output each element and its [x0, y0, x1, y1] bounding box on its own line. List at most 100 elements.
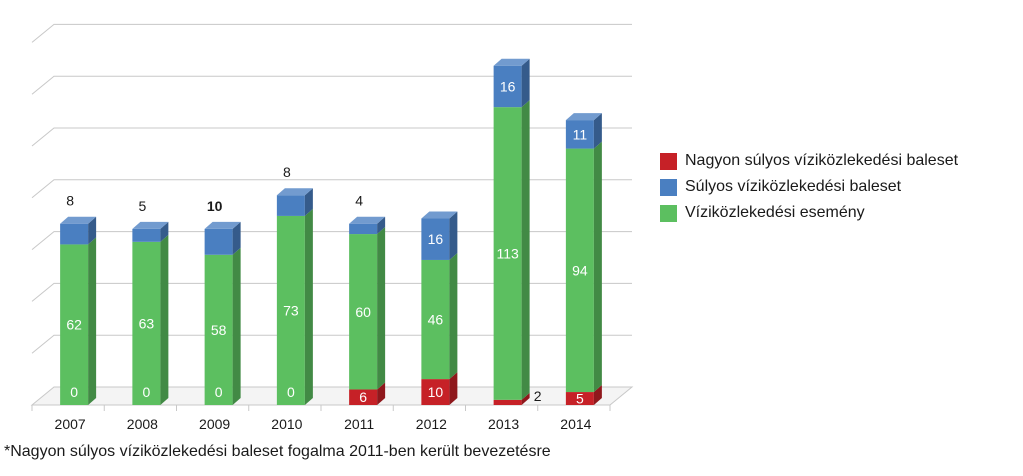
legend-label: Nagyon súlyos víziközlekedési baleset [685, 152, 959, 169]
bar-segment-green-front [349, 234, 378, 390]
bar-top [493, 58, 530, 66]
data-label-green: 60 [355, 304, 371, 320]
bar-segment-blue-side [449, 211, 458, 260]
data-label-green: 46 [428, 312, 444, 328]
legend-item-serious: Súlyos víziközlekedési baleset [660, 174, 958, 200]
bar-top [349, 216, 386, 224]
gridline [31, 75, 632, 95]
bar-segment-green-front [132, 241, 161, 405]
data-label-blue: 5 [138, 198, 146, 214]
bar-segment-blue-front [132, 228, 161, 242]
data-label-green-zero: 0 [142, 384, 150, 400]
bar-segment-blue-side [160, 221, 169, 242]
bar-segment-red-front [421, 379, 450, 405]
bar-segment-red-side [593, 385, 602, 405]
data-label-blue: 11 [573, 126, 588, 142]
gridline [31, 231, 632, 250]
x-tick-label: 2007 [55, 416, 86, 432]
x-tick-label: 2010 [271, 416, 302, 432]
bar-segment-red-front [493, 399, 522, 405]
bar-segment-green-front [421, 259, 450, 380]
gridline [31, 127, 632, 147]
gridline [31, 23, 632, 43]
legend-label: Víziközlekedési esemény [685, 204, 865, 221]
legend: Nagyon súlyos víziközlekedési baleset Sú… [660, 148, 958, 226]
bar-top [276, 188, 313, 196]
data-label-green-zero: 0 [70, 384, 78, 400]
gridline [31, 179, 632, 199]
bar-segment-blue-side [521, 58, 530, 108]
bar-top [132, 221, 169, 229]
stacked-bar-chart: 0 62 8 2007 0 63 5 2008 0 58 10 2009 0 73 8 2010 6 60 4 201… [30, 23, 634, 432]
bar-segment-blue-front [421, 218, 450, 260]
data-label-red: 5 [576, 391, 584, 407]
legend-swatch-red [660, 152, 677, 170]
bar-segment-green-front [565, 148, 594, 393]
gridline [31, 282, 632, 302]
bar-segment-green-front [60, 244, 89, 405]
x-tick-label: 2014 [560, 416, 591, 432]
bar-segment-green-side [521, 100, 530, 400]
data-label-green: 62 [66, 317, 82, 333]
x-tick-label: 2013 [488, 416, 519, 432]
data-label-green: 63 [139, 315, 155, 331]
x-tick-label: 2012 [416, 416, 447, 432]
bar-segment-green-front [204, 254, 233, 405]
legend-swatch-blue [660, 178, 677, 196]
bar-segment-blue-front [204, 228, 233, 255]
footnote: *Nagyon súlyos víziközlekedési baleset f… [4, 443, 551, 460]
bar-top [565, 113, 602, 121]
data-label-red: 2 [534, 388, 542, 404]
data-label-blue: 16 [428, 231, 444, 247]
bar-segment-blue-side [232, 221, 241, 255]
bar-segment-blue-side [88, 216, 97, 245]
data-label-green: 113 [496, 245, 519, 261]
data-label-blue: 8 [66, 193, 74, 209]
data-label-green: 58 [211, 322, 227, 338]
bar-segment-green-side [449, 252, 458, 380]
bar-segment-red-side [521, 392, 530, 405]
legend-item-event: Víziközlekedési esemény [660, 200, 958, 226]
data-label-blue: 4 [355, 193, 363, 209]
data-label-blue: 16 [500, 78, 516, 94]
bar-segment-red-front [349, 389, 378, 405]
x-tick-label: 2009 [199, 416, 230, 432]
bar-segment-red-front [565, 392, 594, 405]
bar-top [421, 211, 458, 219]
bar-segment-blue-side [593, 113, 602, 149]
bar-segment-green-side [377, 227, 386, 390]
data-label-red: 10 [428, 384, 444, 400]
bar-segment-green-side [593, 141, 602, 393]
bar-segment-blue-front [493, 65, 522, 108]
bar-segment-blue-front [565, 120, 594, 149]
bar-segment-red-side [377, 382, 386, 405]
bar-segment-green-front [276, 215, 305, 405]
data-label-green-zero: 0 [287, 384, 295, 400]
chart-floor [30, 386, 634, 406]
bar-segment-blue-front [60, 223, 89, 245]
gridline [31, 334, 632, 354]
legend-label: Súlyos víziközlekedési baleset [685, 178, 902, 195]
bar-segment-green-side [88, 237, 97, 405]
data-label-red: 6 [359, 389, 367, 405]
bar-segment-red-side [449, 372, 458, 405]
bar-segment-blue-front [276, 195, 305, 216]
bar-segment-green-front [493, 107, 522, 400]
bar-top [60, 216, 97, 224]
data-label-green-zero: 0 [215, 384, 223, 400]
data-label-blue: 8 [283, 164, 291, 180]
bar-segment-green-side [160, 234, 169, 405]
bar-segment-green-side [304, 208, 313, 405]
bar-top [204, 221, 241, 229]
x-tick-label: 2011 [344, 416, 374, 432]
data-label-blue: 10 [207, 198, 223, 214]
data-label-green: 94 [572, 262, 588, 278]
bar-segment-blue-side [304, 188, 313, 216]
legend-item-very-serious: Nagyon súlyos víziközlekedési baleset [660, 148, 958, 174]
bar-segment-blue-side [377, 216, 386, 235]
data-label-green: 73 [283, 302, 299, 318]
bar-segment-green-side [232, 247, 241, 405]
bar-segment-blue-front [349, 223, 378, 235]
x-tick-label: 2008 [127, 416, 158, 432]
legend-swatch-green [660, 204, 677, 222]
